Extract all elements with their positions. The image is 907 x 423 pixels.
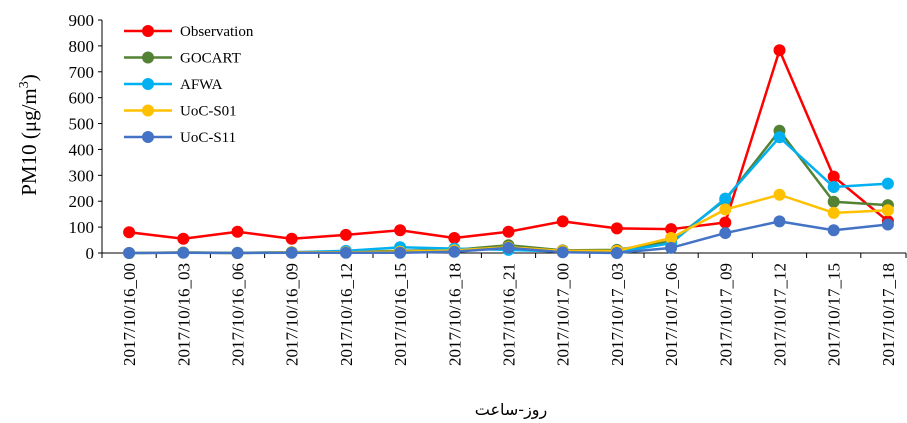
y-tick-label: 0	[86, 244, 95, 263]
x-tick-label: 2017/10/16_15	[391, 263, 410, 366]
data-point	[339, 246, 352, 259]
x-tick-label: 2017/10/17_15	[825, 263, 844, 366]
x-axis-label: روز-ساعت	[475, 400, 548, 420]
y-axis-label: PM10 (μg/m3)	[17, 74, 41, 196]
x-tick-label: 2017/10/16_18	[445, 263, 464, 366]
x-axis: 2017/10/16_00 2017/10/16_03 2017/10/16_06 2…	[101, 252, 907, 366]
y-axis-label-close: )	[17, 74, 41, 81]
legend-label: GOCART	[180, 51, 241, 67]
x-tick-label: 2017/10/17_00	[554, 263, 573, 366]
x-tick-label: 2017/10/16_21	[500, 263, 519, 366]
data-point	[773, 131, 786, 144]
legend-item: Observation	[124, 24, 254, 40]
y-tick-label: 500	[69, 115, 95, 134]
y-tick-label: 900	[69, 11, 95, 30]
series-observation	[123, 44, 894, 245]
data-point	[827, 180, 840, 193]
y-tick-label: 600	[69, 89, 95, 108]
legend-swatch-marker	[142, 51, 154, 64]
series-uoc-s11	[123, 215, 894, 259]
data-point	[881, 177, 894, 190]
legend-swatch-marker	[142, 131, 154, 143]
data-point	[231, 225, 244, 238]
data-point	[285, 246, 298, 259]
data-point	[665, 231, 678, 244]
legend-label: UoC-S11	[180, 130, 236, 146]
data-point	[123, 247, 136, 259]
data-point	[719, 227, 732, 240]
legend-label: UoC-S01	[180, 104, 237, 120]
data-point	[773, 44, 786, 57]
data-point	[773, 215, 786, 228]
x-tick-label: 2017/10/17_18	[879, 263, 898, 366]
x-tick-label: 2017/10/17_06	[662, 263, 681, 366]
data-point	[394, 246, 407, 259]
legend-item: UoC-S01	[124, 104, 237, 120]
legend-label: Observation	[180, 24, 254, 40]
x-tick-label: 2017/10/17_12	[771, 263, 790, 366]
y-tick-label: 100	[69, 218, 95, 237]
data-point	[719, 203, 732, 216]
legend-swatch-marker	[142, 25, 154, 37]
data-point	[556, 246, 569, 259]
y-tick-label: 400	[69, 140, 95, 159]
legend-swatch-marker	[142, 104, 154, 117]
legend-item: AFWA	[124, 77, 223, 93]
series-layer	[123, 44, 894, 259]
data-point	[502, 241, 515, 254]
data-point	[556, 215, 569, 228]
data-point	[881, 218, 894, 231]
data-point	[719, 192, 732, 205]
data-point	[448, 231, 461, 244]
x-tick-label: 2017/10/17_09	[716, 263, 735, 366]
y-tick-label: 700	[69, 63, 95, 82]
legend-swatch-marker	[142, 78, 154, 90]
data-point	[448, 245, 461, 258]
data-point	[719, 216, 732, 229]
data-point	[285, 232, 298, 245]
data-point	[827, 195, 840, 208]
data-point	[827, 170, 840, 183]
y-tick-label: 800	[69, 37, 95, 56]
y-tick-label: 300	[69, 166, 95, 185]
y-axis-label-main: PM10 (μg/m	[17, 88, 41, 196]
data-point	[827, 206, 840, 219]
data-point	[827, 224, 840, 237]
x-tick-label: 2017/10/16_03	[174, 263, 193, 366]
data-point	[177, 232, 190, 245]
data-point	[881, 204, 894, 217]
data-point	[665, 223, 678, 236]
data-point	[231, 247, 244, 259]
x-tick-label: 2017/10/16_12	[337, 263, 356, 366]
legend-label: AFWA	[180, 77, 223, 93]
x-tick-label: 2017/10/16_09	[283, 263, 302, 366]
data-point	[773, 188, 786, 201]
x-tick-label: 2017/10/16_06	[229, 263, 248, 366]
legend: Observation GOCART AFWA UoC-S01 UoC-S11	[124, 24, 254, 146]
y-axis: 0 100 200 300 400 500 600 700 800 900	[69, 11, 103, 263]
data-point	[502, 225, 515, 238]
legend-item: GOCART	[124, 51, 241, 67]
x-tick-label: 2017/10/16_00	[120, 263, 139, 366]
y-tick-label: 200	[69, 192, 95, 211]
data-point	[339, 228, 352, 241]
data-point	[123, 226, 136, 239]
data-point	[665, 241, 678, 254]
data-point	[610, 222, 623, 235]
legend-item: UoC-S11	[124, 130, 236, 146]
data-point	[610, 247, 623, 259]
y-axis-label-superscript: 3	[17, 81, 32, 88]
x-tick-label: 2017/10/17_03	[608, 263, 627, 366]
data-point	[394, 224, 407, 237]
data-point	[177, 246, 190, 259]
